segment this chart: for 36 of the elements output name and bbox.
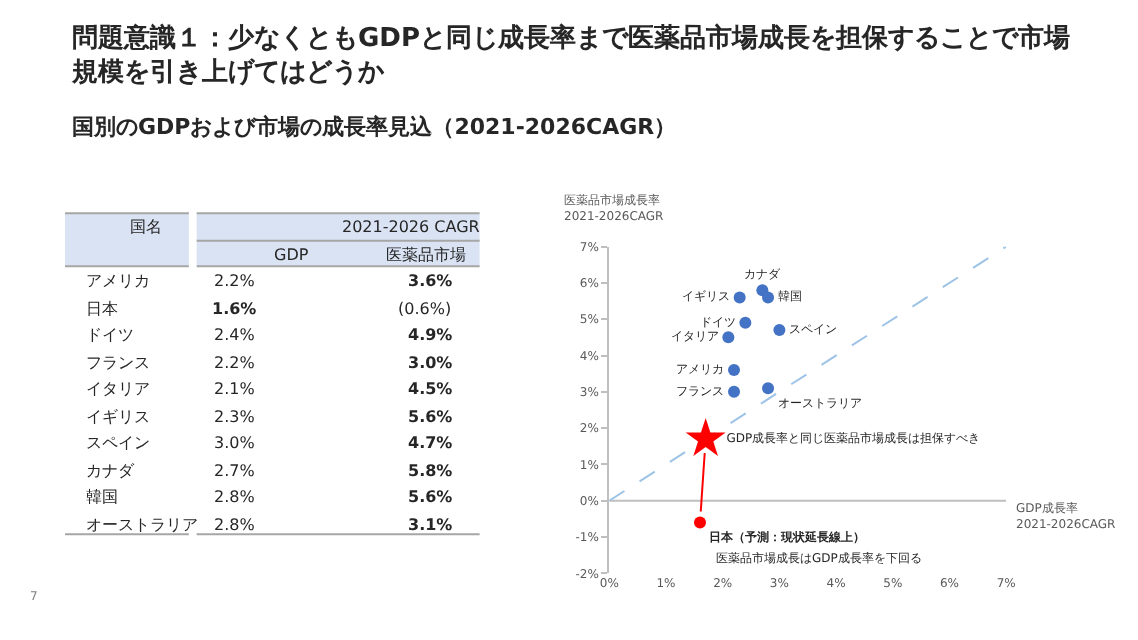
data-label: 2.7%	[214, 462, 256, 480]
category-label: イタリア	[86, 380, 150, 398]
category-label: 日本	[86, 300, 118, 318]
data-label: 3.1%	[408, 516, 453, 534]
data-label: 2.2%	[214, 354, 256, 372]
data-label: 4.5%	[408, 380, 453, 398]
category-label: 韓国	[86, 488, 118, 506]
text: 問題意識１：少なくともGDPと同じ成長率まで医薬品市場成長を担保することで市場規模を引き上げてはどうか	[70, 22, 1070, 88]
data-label: 3.0%	[408, 354, 453, 372]
data-label: 2.8%	[214, 516, 256, 534]
category-label: ドイツ	[86, 326, 134, 344]
data-label: 1.6%	[212, 300, 257, 318]
category-label: アメリカ	[86, 272, 150, 290]
data-label: 3.0%	[214, 434, 256, 452]
data-label: 5.8%	[408, 462, 453, 480]
data-label: 5.6%	[408, 408, 453, 426]
data-label: 2.2%	[214, 272, 256, 290]
data-label: 4.9%	[408, 326, 453, 344]
category-label: スペイン	[86, 434, 150, 452]
category-label: カナダ	[86, 462, 136, 480]
text: 国別のGDPおよび市場の成長率見込（2021-2026CAGR）	[72, 114, 677, 140]
category-label: オーストラリア	[86, 516, 198, 534]
data-label: 3.6%	[408, 272, 453, 290]
legend-title: 2021-2026 CAGR	[342, 218, 481, 236]
data-label: 2.3%	[214, 408, 256, 426]
text: GDP	[274, 246, 309, 264]
data-label: 4.7%	[408, 434, 453, 452]
text: 国名	[130, 218, 162, 236]
category-label: フランス	[86, 354, 150, 372]
data-label: 5.6%	[408, 488, 453, 506]
text: 医薬品市場	[386, 246, 466, 264]
data-label: 2.1%	[214, 380, 256, 398]
data-label: (0.6%)	[398, 300, 452, 318]
data-label: 2.4%	[214, 326, 256, 344]
data-label: 2.8%	[214, 488, 256, 506]
category-label: イギリス	[86, 408, 150, 426]
